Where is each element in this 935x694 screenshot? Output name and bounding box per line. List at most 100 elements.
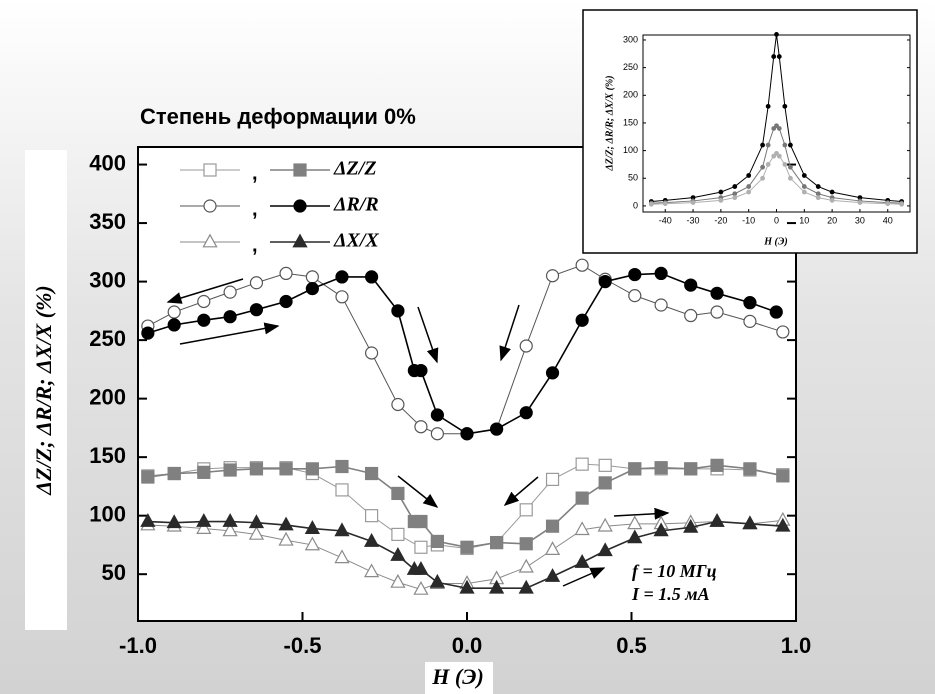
marker (519, 503, 533, 517)
marker (141, 470, 155, 484)
marker (746, 189, 752, 195)
marker (223, 285, 237, 299)
marker (628, 289, 642, 303)
marker (196, 520, 212, 534)
marker (574, 521, 590, 536)
marker (765, 162, 771, 167)
y-tick-label: 100 (623, 145, 638, 155)
marker (628, 267, 642, 282)
x-tick-label: 0 (774, 215, 779, 225)
marker (203, 163, 217, 177)
marker (334, 522, 350, 537)
marker (597, 517, 613, 532)
marker (304, 536, 320, 551)
arrow (179, 322, 280, 345)
marker (760, 142, 765, 148)
marker (760, 164, 765, 170)
y-tick-label: 50 (628, 173, 638, 183)
marker (776, 469, 790, 483)
marker (575, 258, 589, 272)
marker (654, 298, 668, 312)
marker (732, 195, 738, 201)
marker (197, 465, 211, 479)
series-line (147, 519, 783, 590)
marker (545, 269, 560, 283)
marker (710, 305, 724, 319)
marker (141, 326, 155, 340)
x-tick-label: -30 (687, 215, 700, 225)
marker (788, 164, 793, 170)
x-label-box (425, 662, 493, 694)
marker (782, 162, 788, 167)
arrow (166, 278, 244, 304)
y-tick-label: 250 (89, 326, 126, 351)
marker (648, 201, 654, 207)
marker (775, 517, 791, 532)
marker (575, 313, 589, 327)
arrow (417, 306, 439, 364)
marker (746, 173, 752, 178)
marker (305, 462, 319, 476)
marker (815, 195, 821, 201)
x-tick-label: 0.5 (616, 633, 647, 658)
marker (776, 153, 782, 159)
marker (197, 294, 211, 309)
x-axis-label: H (Э) (431, 664, 484, 689)
marker (732, 184, 738, 189)
y-tick-label: 300 (623, 34, 638, 44)
marker (390, 573, 406, 588)
marker (575, 457, 589, 471)
marker (774, 150, 779, 156)
marker (196, 513, 212, 527)
marker (429, 573, 446, 588)
x-tick-label: -10 (742, 215, 755, 225)
legend-label: ΔZ/Z (333, 158, 377, 180)
marker (197, 313, 211, 327)
marker (202, 233, 218, 248)
marker (292, 233, 308, 248)
marker (732, 191, 738, 197)
y-tick-label: 200 (89, 384, 126, 409)
marker (363, 563, 380, 578)
marker (684, 278, 698, 292)
y-tick-label: 250 (623, 62, 638, 72)
x-tick-label: 0.0 (452, 633, 483, 658)
marker (684, 462, 698, 476)
x-tick-label: -20 (714, 215, 727, 225)
marker (662, 201, 668, 207)
marker (774, 123, 779, 129)
marker (545, 519, 560, 533)
marker (430, 534, 444, 549)
chart-title: Степень деформации 0% (140, 104, 416, 129)
marker (829, 189, 835, 195)
marker (782, 103, 788, 109)
marker (519, 537, 533, 551)
annotation: I = 1.5 мА (631, 584, 710, 604)
marker (575, 491, 589, 505)
marker (279, 294, 293, 309)
marker (278, 531, 294, 546)
arrow (503, 476, 539, 506)
legend-separator: , (252, 234, 258, 256)
marker (460, 540, 474, 554)
marker (363, 532, 380, 547)
marker (829, 197, 835, 203)
marker (167, 466, 181, 481)
marker (364, 346, 379, 360)
marker (718, 189, 724, 195)
marker (166, 514, 182, 529)
marker (776, 54, 782, 59)
y-tick-label: 400 (89, 150, 126, 175)
marker (743, 296, 757, 310)
inset-y-label: ΔZ/Z; ΔR/R; ΔX/X (%) (604, 75, 615, 171)
marker (364, 270, 379, 284)
marker (801, 189, 807, 195)
x-tick-label: -0.5 (284, 633, 322, 658)
marker (391, 397, 405, 412)
marker (167, 318, 181, 332)
marker (598, 274, 612, 289)
marker (801, 173, 807, 178)
marker (709, 513, 725, 527)
